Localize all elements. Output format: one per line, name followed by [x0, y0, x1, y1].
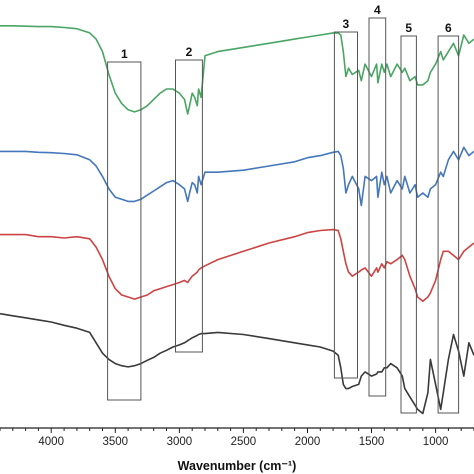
x-axis-title: Wavenumber (cm⁻¹): [178, 459, 297, 473]
x-axis: 4000 3500 3000 2500 2000 1500 1000: [0, 427, 474, 448]
x-tick-label: 1500: [359, 436, 385, 448]
highlight-box-3: [333, 31, 358, 379]
highlight-box-label-3: 3: [343, 17, 350, 31]
spectrum-line-1: [0, 25, 474, 115]
spectra-series: [0, 25, 474, 415]
highlight-box-4: [368, 17, 387, 397]
highlight-box-label-5: 5: [405, 21, 412, 35]
highlight-box-label-2: 2: [186, 45, 193, 59]
highlight-box-5: [400, 35, 417, 414]
highlight-box-2: [175, 59, 203, 353]
highlight-boxes: 1 2 3 4 5 6: [107, 3, 460, 414]
x-tick-label: 3500: [103, 436, 129, 448]
highlight-box-label-1: 1: [121, 47, 128, 61]
x-tick-label: 3000: [167, 436, 193, 448]
x-tick-label: 1000: [423, 436, 449, 448]
highlight-box-label-6: 6: [445, 21, 452, 35]
spectrum-line-3: [0, 228, 474, 302]
x-tick-label: 4000: [38, 436, 64, 448]
x-tick-label: 2500: [231, 436, 257, 448]
spectrum-line-4: [0, 312, 474, 415]
spectrum-line-2: [0, 146, 474, 207]
highlight-box-1: [107, 61, 142, 401]
highlight-box-label-4: 4: [374, 3, 381, 17]
highlight-box-6: [437, 35, 460, 414]
x-tick-label: 2000: [295, 436, 321, 448]
